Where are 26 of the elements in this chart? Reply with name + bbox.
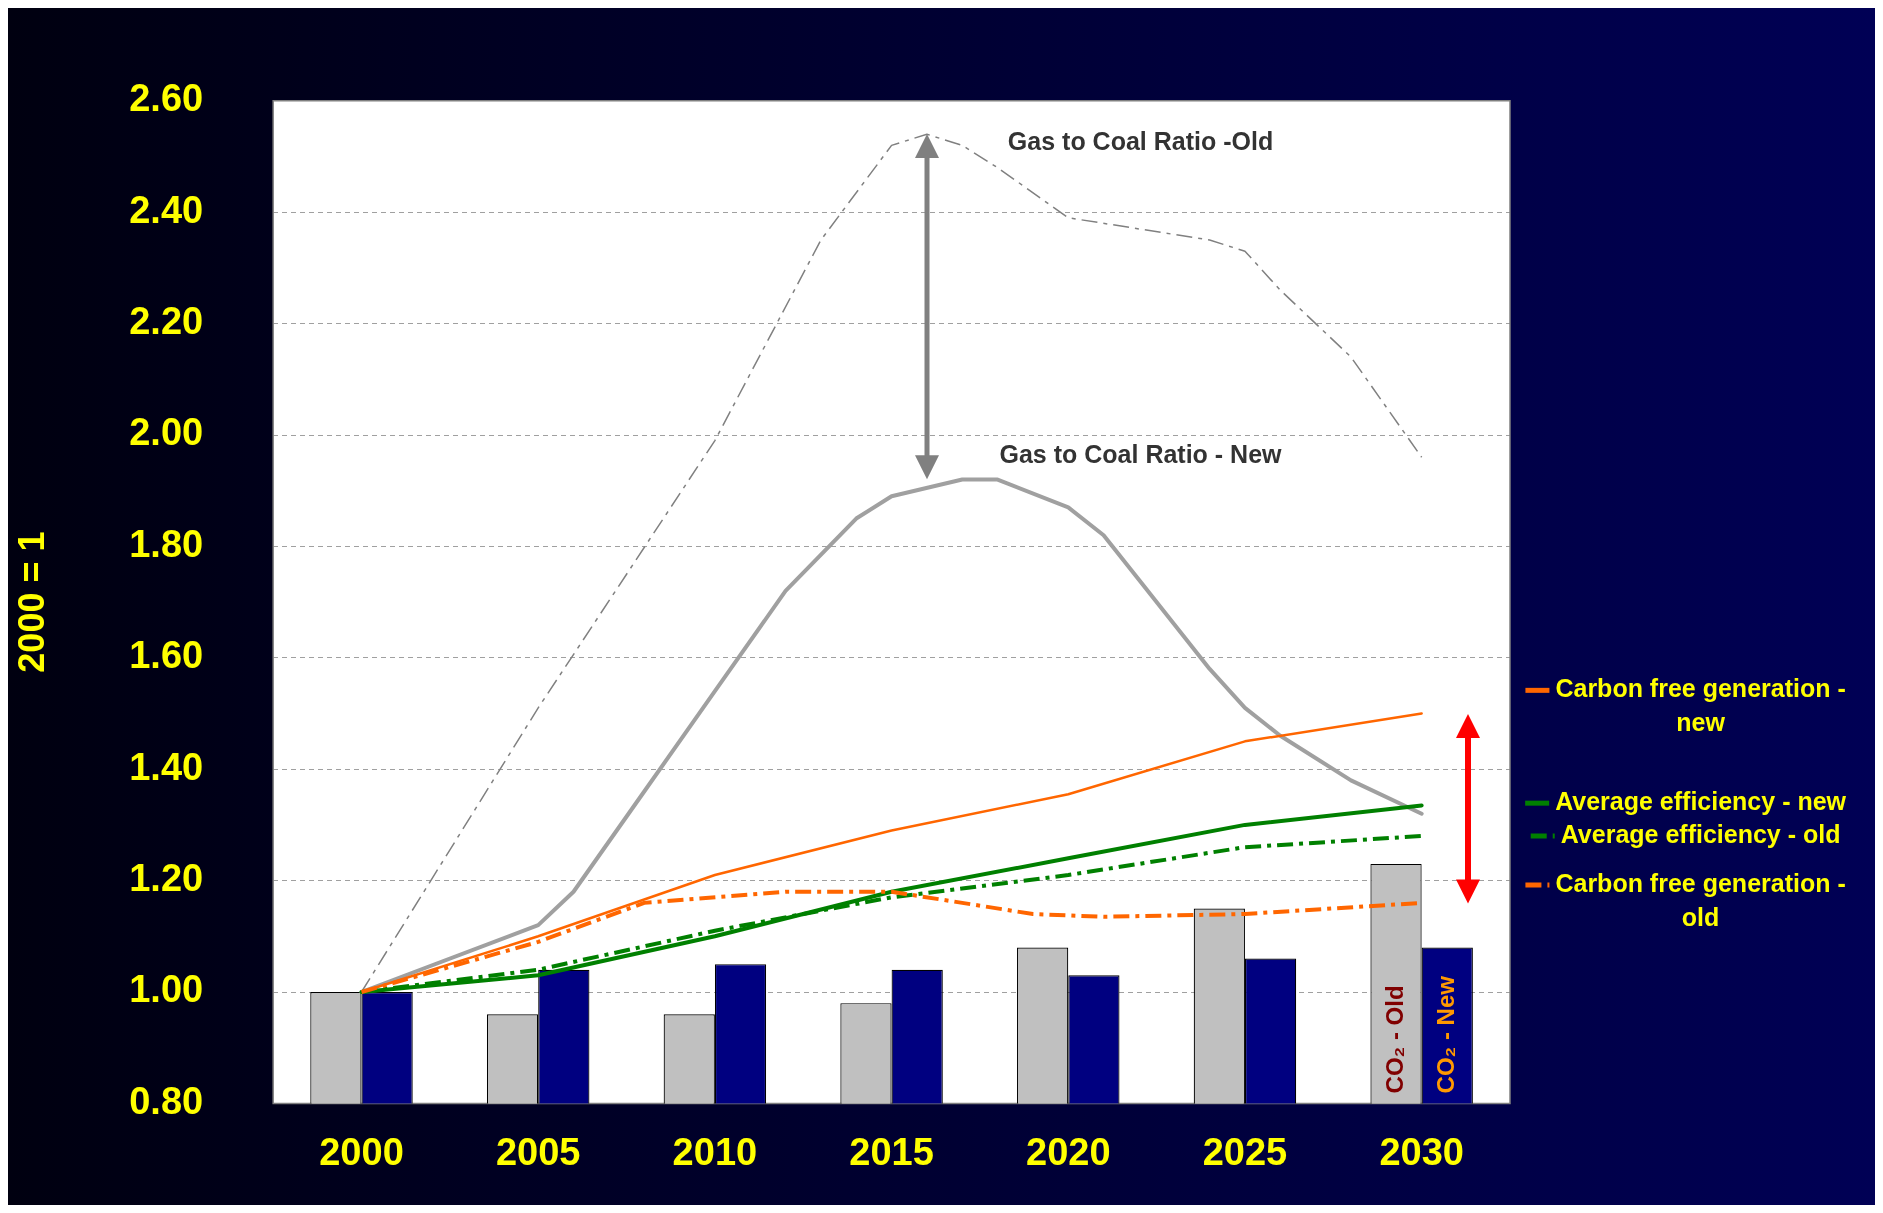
legend-label: Average efficiency - new	[1555, 787, 1847, 816]
x-tick-label: 2030	[1379, 1130, 1464, 1173]
y-tick-label: 2.60	[129, 77, 204, 120]
x-tick-label: 2015	[849, 1130, 934, 1173]
series-label: Gas to Coal Ratio - New	[999, 440, 1283, 469]
y-axis-title: 2000 = 1	[10, 531, 52, 673]
x-tick-label: 2010	[672, 1130, 758, 1173]
y-tick-label: 2.20	[129, 300, 204, 343]
y-tick-label: 1.20	[129, 857, 204, 900]
legend-label: Carbon free generation - new	[1555, 674, 1846, 737]
x-tick-label: 2020	[1026, 1130, 1111, 1173]
y-tick-label: 1.80	[129, 522, 204, 565]
y-tick-label: 1.60	[129, 634, 204, 677]
x-tick-label: 2000	[319, 1130, 404, 1173]
y-tick-label: 2.40	[129, 188, 204, 231]
y-tick-label: 0.80	[129, 1079, 204, 1122]
series-label: CO₂ - Old	[1380, 985, 1408, 1094]
series-label: CO₂ - New	[1431, 975, 1459, 1094]
y-tick-label: 1.40	[129, 745, 204, 788]
legend-label: Average efficiency - old	[1560, 819, 1841, 848]
y-tick-label: 1.00	[129, 968, 204, 1011]
y-tick-label: 2.00	[129, 411, 204, 454]
x-tick-label: 2005	[495, 1130, 581, 1173]
legend-label: Carbon free generation - old	[1555, 868, 1846, 931]
x-tick-label: 2025	[1202, 1130, 1288, 1173]
series-label: Gas to Coal Ratio -Old	[1007, 127, 1274, 156]
